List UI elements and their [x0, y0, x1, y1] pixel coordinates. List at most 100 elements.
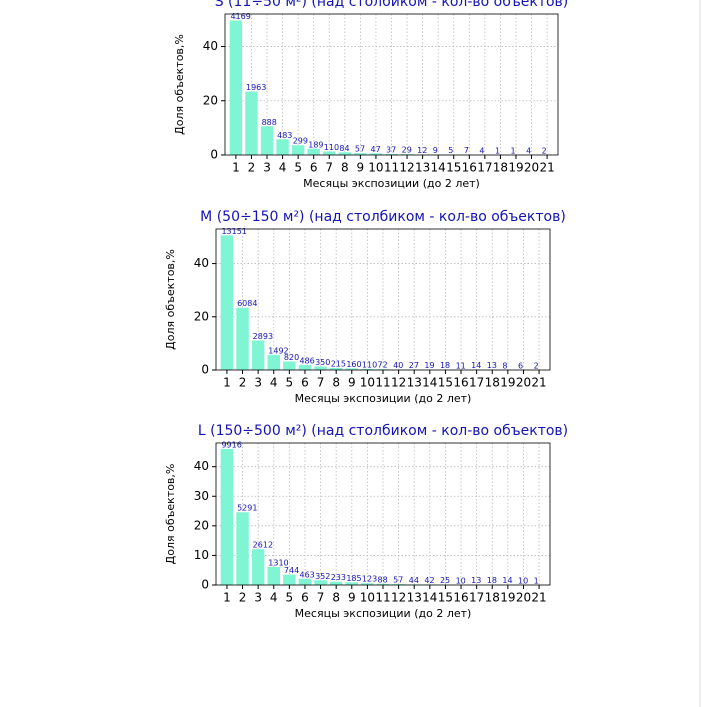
x-tick-label: 3 — [263, 161, 271, 175]
bar-count-label: 9916 — [221, 440, 241, 449]
x-tick-label: 4 — [270, 376, 278, 390]
x-tick-label: 11 — [384, 161, 399, 175]
bar — [323, 151, 336, 155]
y-tick-label: 0 — [210, 148, 218, 162]
x-tick-label: 12 — [391, 376, 406, 390]
x-tick-label: 20 — [516, 591, 531, 605]
bar-count-label: 110 — [362, 360, 377, 369]
bar-count-label: 12 — [417, 146, 427, 155]
bar-count-label: 19 — [424, 361, 434, 370]
bar-count-label: 888 — [262, 118, 277, 127]
x-tick-label: 16 — [462, 161, 477, 175]
bar-count-label: 88 — [378, 575, 388, 584]
bar-count-label: 57 — [393, 576, 403, 585]
x-tick-label: 5 — [286, 591, 294, 605]
bar — [400, 154, 414, 155]
x-tick-label: 8 — [341, 161, 349, 175]
bar — [345, 582, 359, 585]
bar — [220, 235, 234, 370]
bar — [369, 153, 383, 155]
x-tick-label: 9 — [348, 591, 356, 605]
bar-count-label: 44 — [409, 576, 419, 585]
bar — [236, 307, 249, 370]
bar — [345, 368, 359, 370]
bar-count-label: 8 — [502, 362, 507, 371]
bar — [220, 448, 234, 585]
bar-count-label: 160 — [346, 360, 361, 369]
bar-count-label: 744 — [284, 566, 299, 575]
x-tick-label: 18 — [485, 376, 500, 390]
bar — [267, 566, 280, 585]
bar-count-label: 6084 — [237, 299, 257, 308]
bar — [260, 126, 274, 155]
x-tick-label: 21 — [531, 591, 546, 605]
x-tick-label: 2 — [239, 591, 247, 605]
x-tick-label: 13 — [407, 376, 422, 390]
bar-count-label: 84 — [339, 144, 349, 153]
x-tick-label: 15 — [438, 591, 453, 605]
bar — [298, 578, 312, 585]
x-tick-label: 21 — [539, 161, 554, 175]
bar-count-label: 110 — [324, 143, 339, 152]
y-tick-label: 0 — [201, 363, 209, 377]
bar-count-label: 486 — [300, 356, 315, 365]
bar — [385, 153, 398, 155]
bar — [338, 152, 352, 155]
x-tick-label: 19 — [500, 591, 515, 605]
x-tick-label: 17 — [469, 376, 484, 390]
bar — [354, 153, 367, 155]
x-tick-label: 6 — [301, 591, 309, 605]
y-tick-label: 40 — [203, 39, 218, 53]
bar-count-label: 72 — [378, 361, 388, 370]
bar — [329, 367, 343, 370]
bar-count-label: 233 — [331, 573, 346, 582]
bar — [361, 368, 374, 370]
x-tick-label: 2 — [239, 376, 247, 390]
bar-count-label: 57 — [355, 145, 365, 154]
bar-count-label: 25 — [440, 576, 450, 585]
x-tick-label: 6 — [310, 161, 318, 175]
bar-count-label: 1963 — [246, 83, 266, 92]
x-tick-label: 8 — [332, 376, 340, 390]
bar-count-label: 29 — [402, 146, 412, 155]
x-tick-label: 15 — [438, 376, 453, 390]
x-tick-label: 17 — [469, 591, 484, 605]
bar-count-label: 215 — [331, 359, 346, 368]
bar-count-label: 10 — [518, 577, 528, 586]
x-tick-label: 1 — [223, 591, 231, 605]
x-tick-label: 20 — [524, 161, 539, 175]
y-tick-label: 30 — [194, 489, 209, 503]
y-tick-label: 20 — [194, 309, 209, 323]
bar — [276, 139, 289, 155]
x-tick-label: 21 — [531, 376, 546, 390]
bar-count-label: 5 — [448, 146, 453, 155]
bar-count-label: 352 — [315, 572, 330, 581]
x-tick-label: 7 — [317, 376, 325, 390]
x-tick-label: 6 — [301, 376, 309, 390]
bar-count-label: 2 — [534, 362, 539, 371]
bar-count-label: 185 — [346, 574, 361, 583]
y-axis-label: Доля объектов,% — [164, 249, 177, 350]
y-tick-label: 10 — [194, 548, 209, 562]
bar — [283, 574, 296, 585]
y-tick-label: 40 — [194, 459, 209, 473]
x-tick-label: 3 — [254, 376, 262, 390]
x-tick-label: 9 — [357, 161, 365, 175]
bar-count-label: 40 — [393, 361, 403, 370]
bar — [376, 583, 390, 585]
bar — [298, 364, 312, 370]
bar — [283, 361, 296, 370]
bar-count-label: 1 — [511, 147, 516, 156]
x-tick-label: 15 — [446, 161, 461, 175]
bar — [291, 145, 305, 155]
x-tick-label: 11 — [375, 591, 390, 605]
bar-count-label: 11 — [456, 362, 466, 371]
bar — [229, 20, 243, 156]
bar-count-label: 2 — [542, 147, 547, 156]
x-tick-label: 16 — [453, 591, 468, 605]
y-tick-label: 20 — [203, 93, 218, 107]
x-tick-label: 4 — [279, 161, 287, 175]
y-tick-label: 20 — [194, 518, 209, 532]
bar-count-label: 13151 — [221, 227, 246, 236]
chart-title: L (150÷500 м²) (над столбиком - кол-во о… — [198, 423, 568, 439]
